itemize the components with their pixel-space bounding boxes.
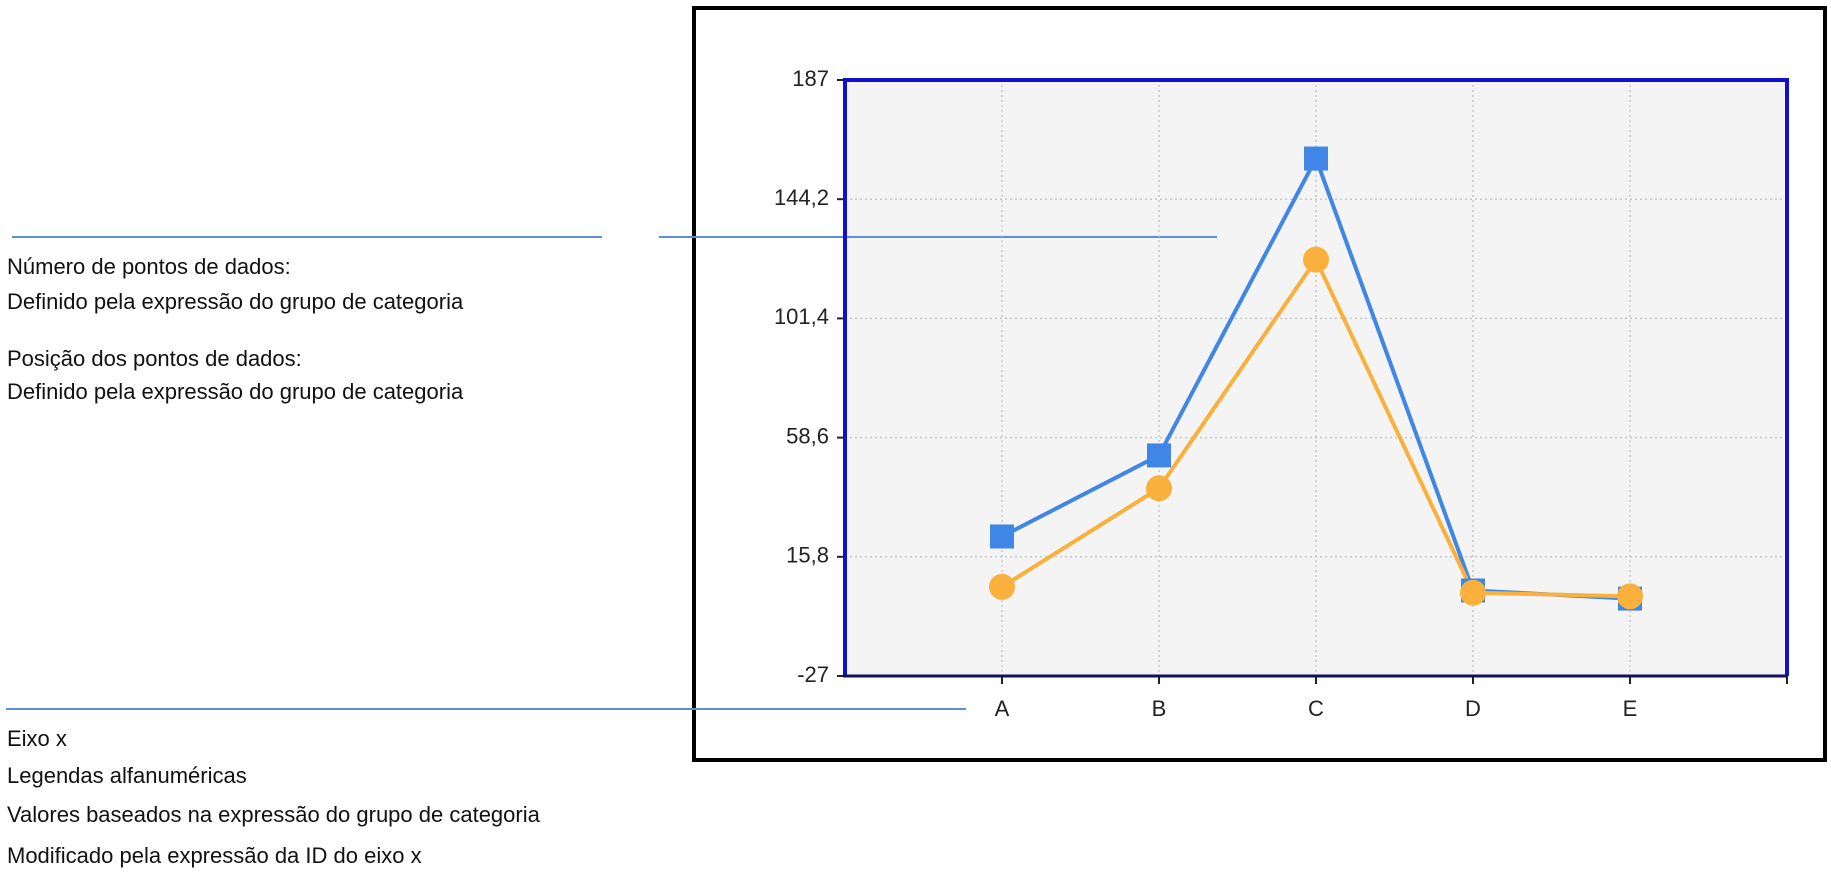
axes xyxy=(843,78,1789,678)
point-marker xyxy=(1146,475,1172,502)
y-tick-label: 187 xyxy=(792,66,829,91)
annotation: Definido pela expressão do grupo de cate… xyxy=(7,289,464,314)
point-marker xyxy=(1303,246,1329,273)
y-tick-label: 144,2 xyxy=(774,185,829,210)
y-tick-label: 101,4 xyxy=(774,304,829,329)
annotation: Eixo x xyxy=(7,726,67,751)
x-tick-label: B xyxy=(1152,696,1167,721)
point-marker xyxy=(989,573,1015,600)
y-tick-label: 58,6 xyxy=(786,423,829,448)
annotation: Valores baseados na expressão do grupo d… xyxy=(7,802,541,827)
point-marker xyxy=(1304,146,1328,171)
annotation: Posição dos pontos de dados: xyxy=(7,346,302,371)
y-tick-label: -27 xyxy=(797,662,829,687)
point-marker xyxy=(1147,443,1171,468)
annotation: Número de pontos de dados: xyxy=(7,254,291,279)
x-tick-label: A xyxy=(995,696,1010,721)
annotation: Modificado pela expressão da ID do eixo … xyxy=(7,843,422,868)
annotation: Legendas alfanuméricas xyxy=(7,763,247,788)
y-tick-label: 15,8 xyxy=(786,543,829,568)
annotation: Definido pela expressão do grupo de cate… xyxy=(7,379,464,404)
x-tick-label: C xyxy=(1308,696,1324,721)
x-tick-label: D xyxy=(1465,696,1481,721)
plot-border xyxy=(843,78,1789,676)
series xyxy=(989,146,1643,611)
x-tick-label: E xyxy=(1623,696,1638,721)
labels: -27 15,8 58,6 101,4 144,2 187 A B C D E Número de p… xyxy=(7,66,1637,868)
point-marker xyxy=(1460,579,1486,606)
point-marker xyxy=(1617,583,1643,610)
point-marker xyxy=(990,524,1014,549)
